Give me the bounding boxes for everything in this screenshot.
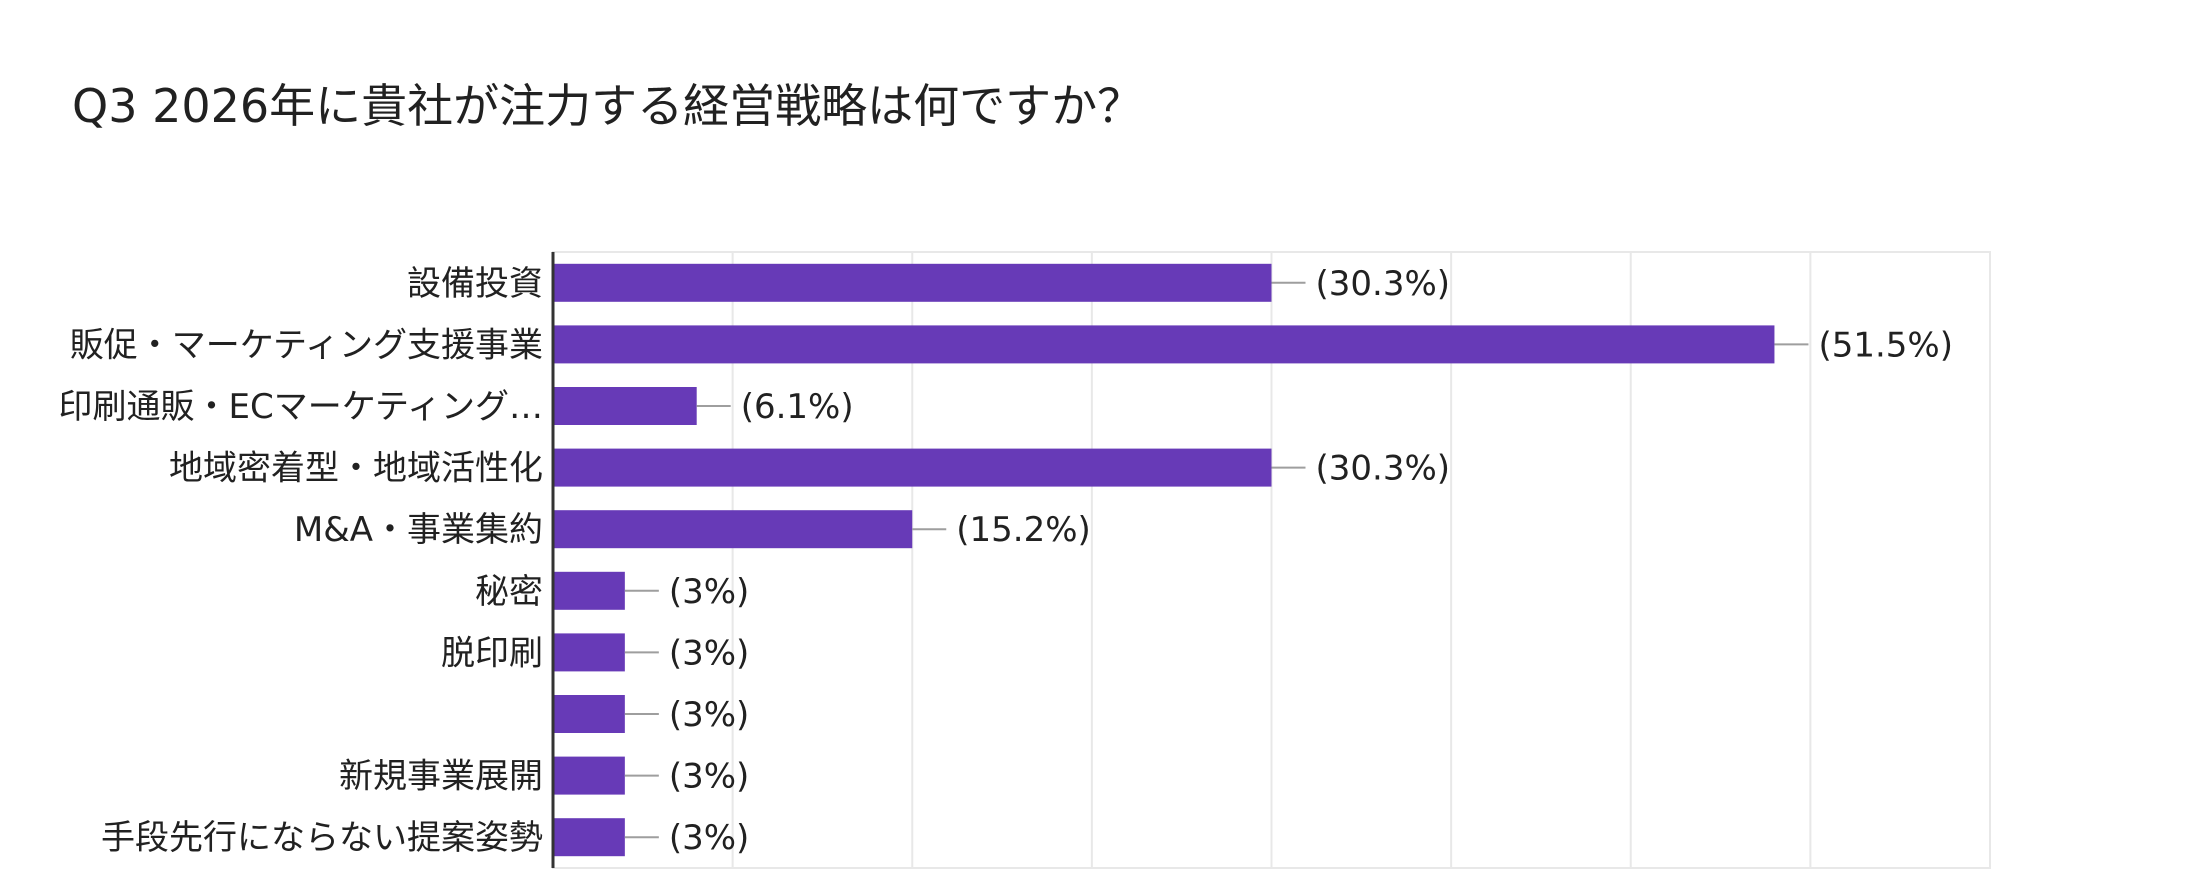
bar: [553, 263, 1272, 302]
bar: [553, 325, 1775, 364]
data-label: (3%): [669, 818, 749, 858]
chart-title: Q3 2026年に貴社が注力する経営戦略は何ですか？: [72, 79, 1144, 133]
data-label: (3%): [669, 757, 749, 797]
category-label: 新規事業展開: [339, 757, 543, 797]
data-label: (30.3%): [1316, 264, 1451, 304]
data-label: (3%): [669, 633, 749, 673]
bar: [553, 695, 625, 733]
category-label: 販促・マーケティング支援事業: [70, 325, 543, 365]
category-label: 設備投資: [407, 264, 543, 304]
category-label: 地域密着型・地域活性化: [169, 449, 543, 489]
category-label: 脱印刷: [441, 633, 543, 673]
bar: [553, 571, 625, 610]
bar: [553, 756, 625, 795]
data-label: (51.5%): [1818, 325, 1953, 365]
bar: [553, 633, 625, 672]
category-label: 秘密: [475, 572, 543, 612]
category-label: M&A・事業集約: [294, 510, 543, 550]
category-label: 印刷通販・ECマーケティング…: [58, 387, 543, 427]
data-label: (6.1%): [741, 387, 854, 427]
category-label: 手段先行にならない提案姿勢: [101, 818, 543, 858]
bar: [553, 818, 625, 857]
bar: [553, 448, 1272, 487]
data-label: (15.2%): [956, 510, 1091, 550]
bar: [553, 387, 697, 425]
data-label: (30.3%): [1316, 449, 1451, 489]
data-label: (3%): [669, 572, 749, 612]
data-label: (3%): [669, 695, 749, 735]
bar: [553, 510, 913, 549]
